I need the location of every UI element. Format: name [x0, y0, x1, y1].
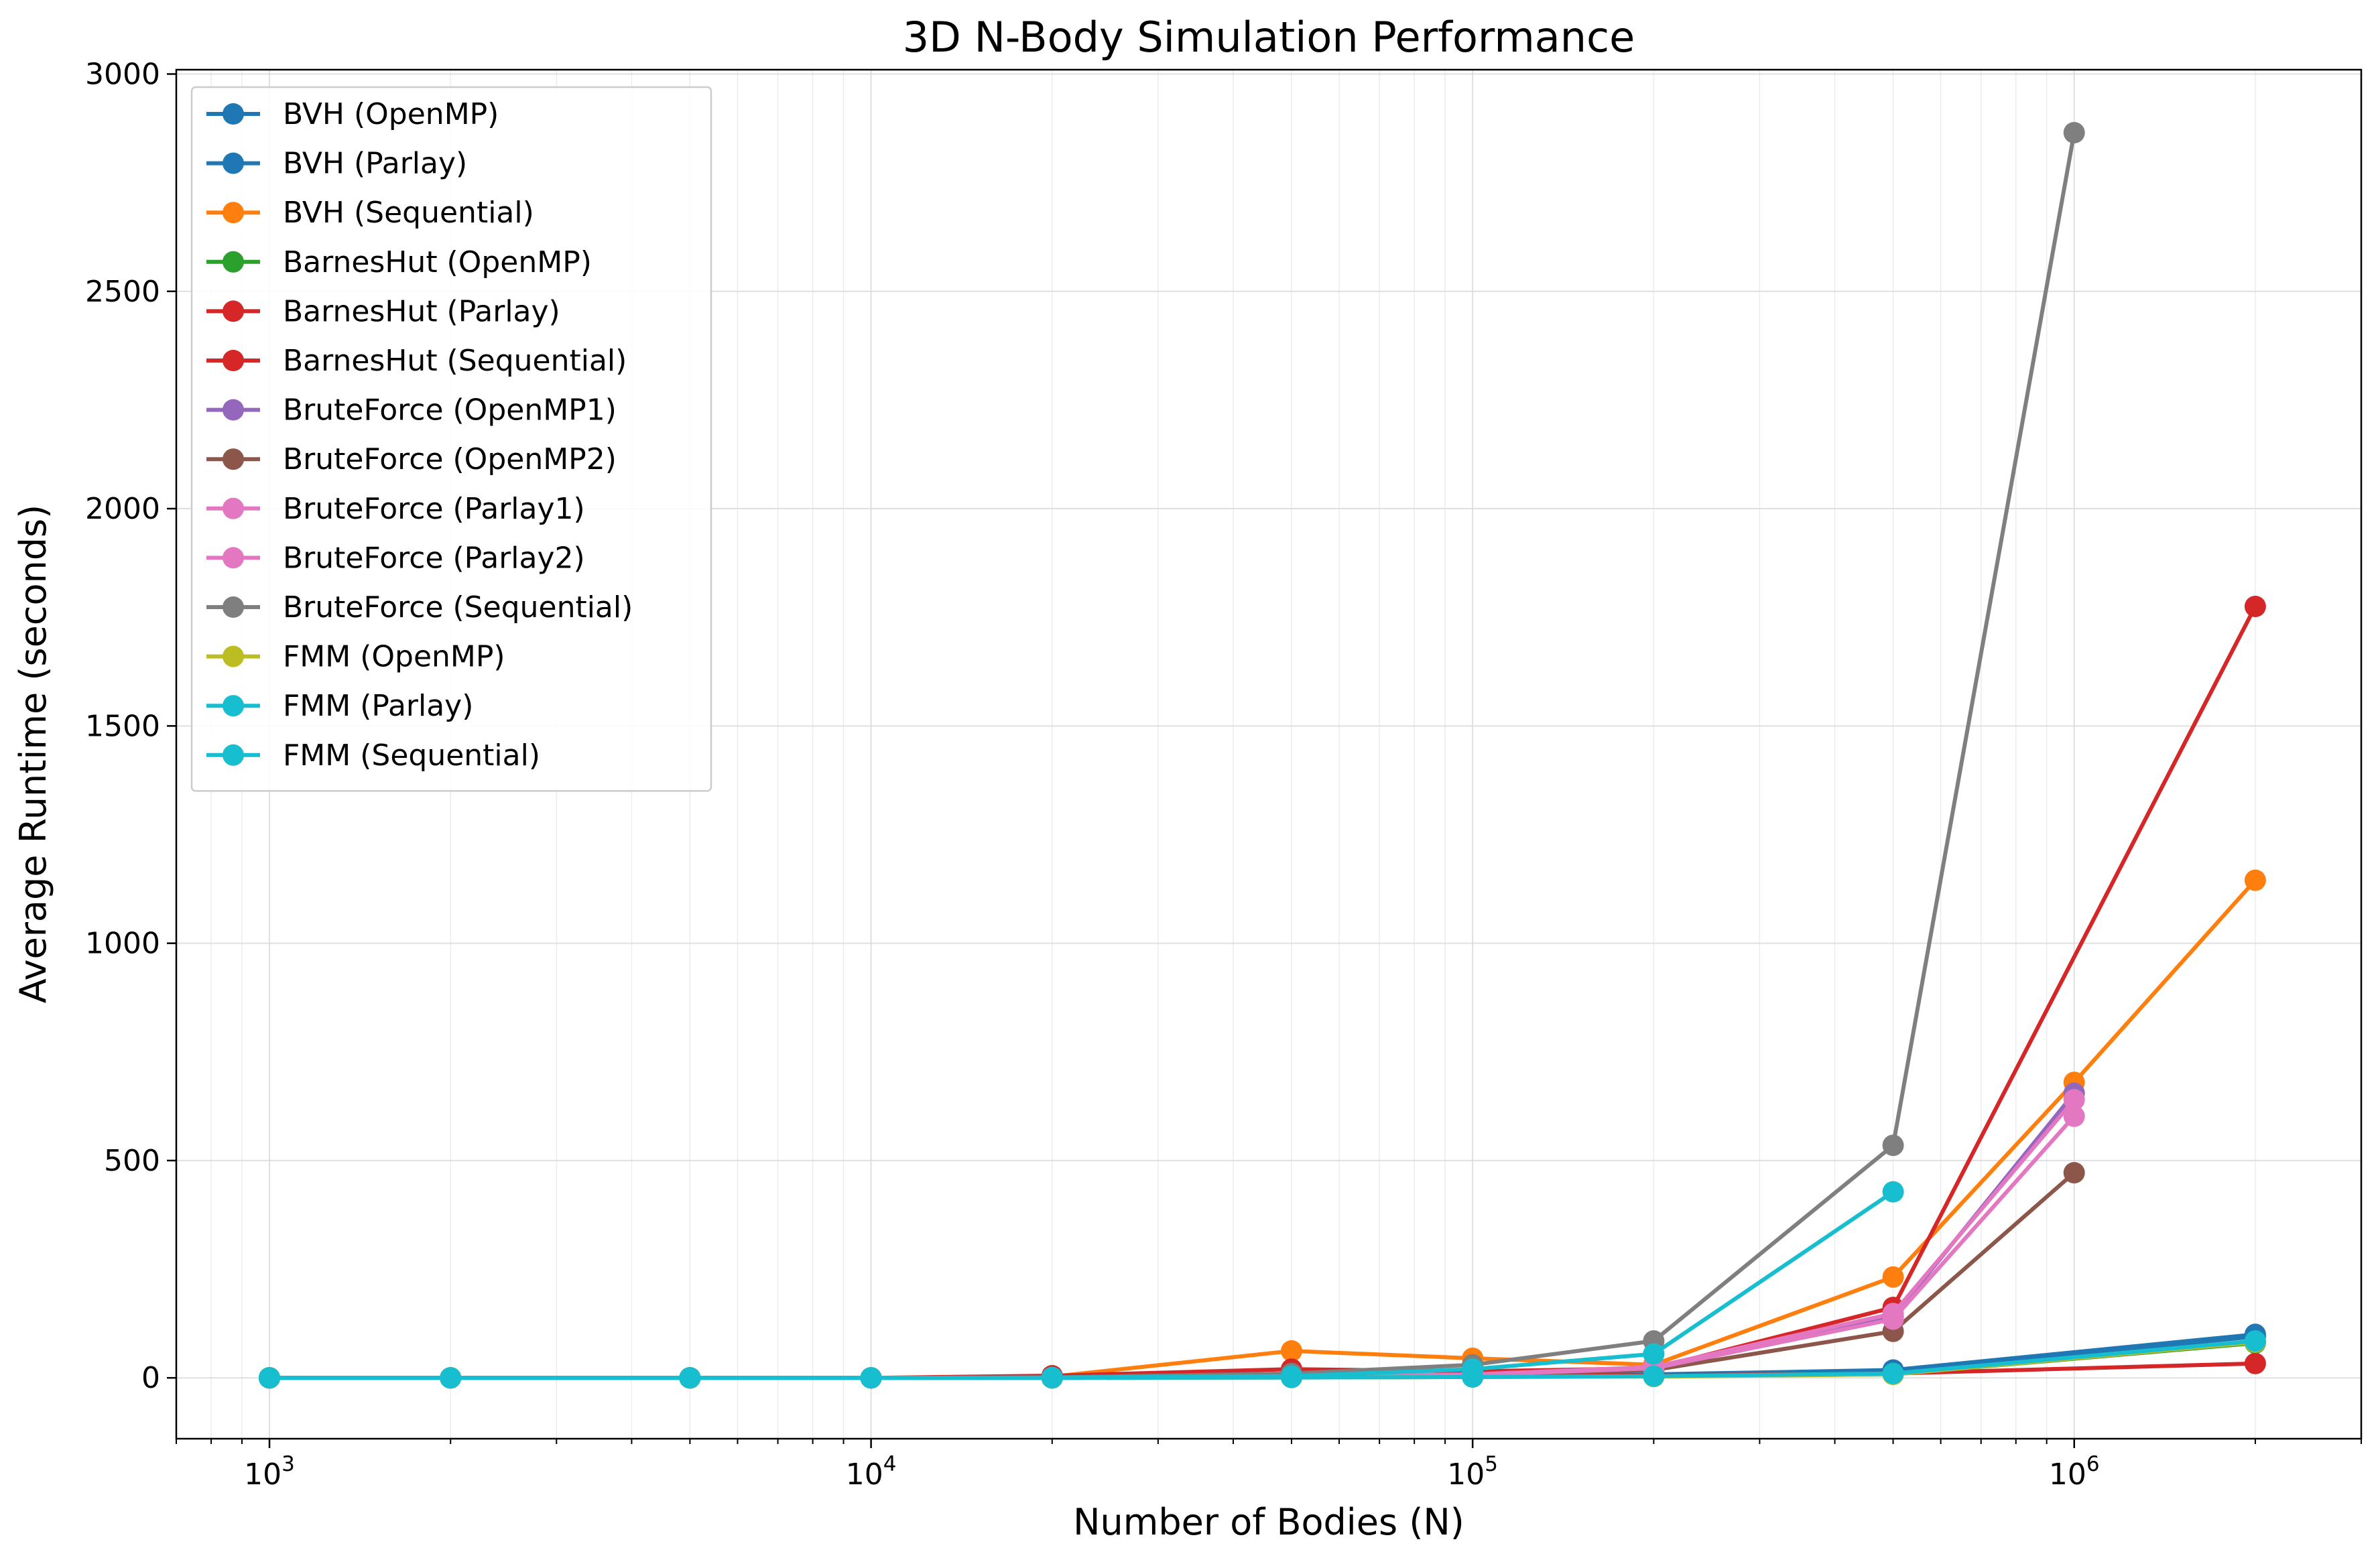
y-axis-label: Average Runtime (seconds): [12, 505, 54, 1003]
data-point: [1041, 1366, 1063, 1388]
legend-marker: [223, 300, 244, 322]
series-layer: [259, 122, 2266, 1389]
legend-marker: [223, 350, 244, 371]
legend-marker: [223, 448, 244, 470]
data-point: [2244, 1352, 2266, 1374]
legend-entry: FMM (Sequential): [206, 738, 540, 773]
legend-label: BruteForce (Sequential): [283, 590, 633, 625]
legend-label: BVH (OpenMP): [283, 97, 499, 131]
data-point: [2244, 1330, 2266, 1352]
legend-marker: [223, 547, 244, 569]
chart-title: 3D N-Body Simulation Performance: [903, 13, 1635, 62]
legend-label: BVH (Sequential): [283, 196, 534, 230]
x-tick-label: 103: [244, 1452, 295, 1492]
x-tick-label: 104: [846, 1452, 897, 1492]
legend-entry: BVH (OpenMP): [206, 97, 499, 131]
data-point: [860, 1367, 882, 1389]
legend-label: FMM (Parlay): [283, 689, 473, 723]
data-point: [1882, 1134, 1904, 1157]
legend-entry: BruteForce (Sequential): [206, 590, 633, 625]
legend-marker: [223, 152, 244, 174]
data-point: [1643, 1365, 1665, 1387]
legend-label: BruteForce (OpenMP2): [283, 442, 617, 476]
data-point: [440, 1367, 462, 1389]
data-point: [1462, 1358, 1484, 1380]
data-point: [1882, 1308, 1904, 1330]
x-tick-label: 106: [2049, 1452, 2100, 1492]
legend-entry: FMM (OpenMP): [206, 640, 505, 674]
legend-label: BarnesHut (Parlay): [283, 294, 560, 328]
legend-marker: [223, 103, 244, 125]
data-point: [2063, 1162, 2085, 1184]
data-point: [1882, 1266, 1904, 1288]
legend-label: BarnesHut (OpenMP): [283, 245, 592, 279]
legend-marker: [223, 497, 244, 519]
legend-marker: [223, 744, 244, 766]
data-point: [2063, 1089, 2085, 1111]
plot-frame: [175, 68, 2363, 1440]
data-point: [2244, 869, 2266, 891]
legend-entry: BarnesHut (Parlay): [206, 294, 560, 328]
y-tick-label: 2500: [85, 275, 160, 309]
data-point: [1643, 1343, 1665, 1365]
data-point: [2244, 596, 2266, 617]
legend-entry: BruteForce (Parlay2): [206, 541, 585, 575]
tick-layer: 0 500 1000 1500 2000 2500 3000 103 104 105 106: [85, 57, 2362, 1492]
legend-marker: [223, 399, 244, 421]
x-axis-label: Number of Bodies (N): [1073, 1501, 1464, 1543]
legend-box: [190, 86, 712, 792]
series-group: [259, 1181, 1904, 1389]
legend-entry: BarnesHut (Sequential): [206, 344, 627, 378]
data-point: [1882, 1181, 1904, 1203]
y-tick-label: 0: [141, 1361, 160, 1395]
y-tick-label: 500: [104, 1144, 160, 1178]
data-point: [1281, 1340, 1302, 1362]
data-point: [1882, 1362, 1904, 1384]
legend: BVH (OpenMP) BVH (Parlay) BVH (Sequential)…: [190, 86, 712, 792]
legend-marker: [223, 202, 244, 224]
legend-entry: FMM (Parlay): [206, 689, 473, 723]
legend-label: BarnesHut (Sequential): [283, 344, 627, 378]
data-point: [1281, 1365, 1302, 1387]
legend-entry: BruteForce (OpenMP1): [206, 393, 617, 428]
legend-marker: [223, 251, 244, 273]
data-point: [259, 1367, 280, 1389]
y-tick-label: 1500: [85, 709, 160, 743]
legend-marker: [223, 695, 244, 717]
y-tick-label: 3000: [85, 57, 160, 91]
legend-entry: BruteForce (Parlay1): [206, 492, 585, 526]
legend-entry: BarnesHut (OpenMP): [206, 245, 592, 279]
legend-label: BruteForce (Parlay2): [283, 541, 585, 575]
y-tick-label: 2000: [85, 492, 160, 526]
legend-label: FMM (OpenMP): [283, 640, 505, 674]
data-point: [679, 1367, 701, 1389]
legend-label: BruteForce (Parlay1): [283, 492, 585, 526]
legend-label: BruteForce (OpenMP1): [283, 393, 617, 428]
legend-entry: BVH (Parlay): [206, 147, 467, 181]
legend-entry: BruteForce (OpenMP2): [206, 442, 617, 476]
legend-entry: BVH (Sequential): [206, 196, 534, 230]
legend-label: FMM (Sequential): [283, 738, 540, 773]
data-point: [2063, 1105, 2085, 1127]
y-tick-label: 1000: [85, 927, 160, 961]
legend-marker: [223, 645, 244, 667]
x-tick-label: 105: [1447, 1452, 1498, 1492]
data-point: [2063, 122, 2085, 143]
legend-marker: [223, 596, 244, 618]
legend-label: BVH (Parlay): [283, 147, 467, 181]
